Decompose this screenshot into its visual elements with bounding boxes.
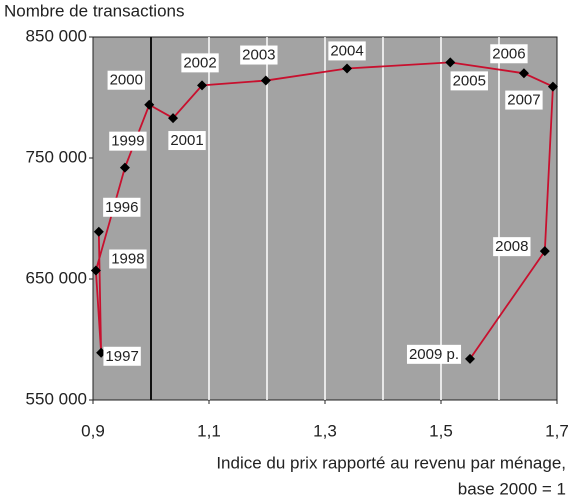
data-point xyxy=(119,162,130,173)
point-label: 2003 xyxy=(242,47,275,64)
point-label-box xyxy=(406,344,462,364)
point-label-box xyxy=(109,249,147,269)
point-label-box xyxy=(181,53,219,73)
data-point xyxy=(539,246,550,257)
x-tick-label: 1,3 xyxy=(313,421,337,440)
data-point xyxy=(260,75,271,86)
point-label-box xyxy=(328,41,366,61)
y-axis-title: Nombre de transactions xyxy=(4,1,184,20)
x-axis-title: base 2000 = 1 xyxy=(458,479,566,498)
x-tick-label: 1,1 xyxy=(197,421,221,440)
point-label-box xyxy=(103,197,141,217)
y-tick-label: 650 000 xyxy=(26,268,87,287)
x-tick-label: 1,5 xyxy=(429,421,453,440)
data-point xyxy=(93,226,104,237)
point-label-box xyxy=(505,90,543,110)
y-tick-label: 750 000 xyxy=(26,147,87,166)
data-line xyxy=(94,61,554,360)
point-label: 2009 p. xyxy=(409,346,459,363)
point-label: 2008 xyxy=(495,238,528,255)
point-label-box xyxy=(103,346,141,366)
x-tick-label: 0,9 xyxy=(81,421,105,440)
point-label-box xyxy=(450,71,488,91)
point-label-box xyxy=(240,45,278,65)
point-label: 2007 xyxy=(507,92,540,109)
data-point xyxy=(465,353,475,364)
data-point xyxy=(168,113,179,124)
point-label-box xyxy=(490,44,528,64)
y-tick-label: 850 000 xyxy=(26,26,87,45)
point-label: 1998 xyxy=(111,250,144,267)
point-label: 2006 xyxy=(492,45,525,62)
x-axis-title: Indice du prix rapporté au revenu par mé… xyxy=(216,453,566,472)
data-point xyxy=(518,68,529,79)
x-tick-label: 1,7 xyxy=(545,421,569,440)
point-label-box xyxy=(493,237,531,257)
point-label: 1996 xyxy=(105,199,138,216)
data-point xyxy=(547,81,558,92)
point-label: 1997 xyxy=(105,348,138,365)
point-label: 1999 xyxy=(111,133,144,150)
point-label-box xyxy=(107,70,145,90)
point-label-box xyxy=(168,131,206,151)
point-label: 2001 xyxy=(170,132,203,149)
data-point xyxy=(144,99,155,110)
data-point xyxy=(197,80,208,91)
data-point xyxy=(90,265,101,276)
point-label: 2005 xyxy=(453,72,486,89)
point-label: 2002 xyxy=(183,54,216,71)
data-point xyxy=(445,57,456,68)
point-label: 2004 xyxy=(330,42,363,59)
point-label-box xyxy=(109,131,147,151)
data-point xyxy=(342,63,353,74)
point-label: 2000 xyxy=(110,72,143,89)
y-tick-label: 550 000 xyxy=(26,389,87,408)
